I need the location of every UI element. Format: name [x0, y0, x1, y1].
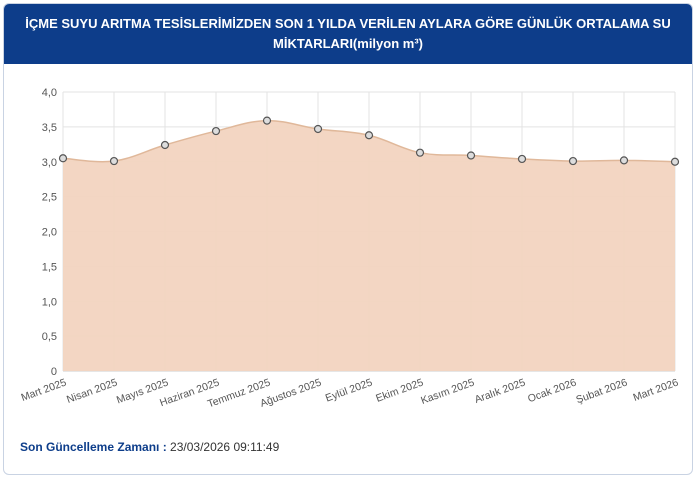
data-point[interactable]	[109, 156, 119, 166]
chart-header: İÇME SUYU ARITMA TESİSLERİMİZDEN SON 1 Y…	[4, 4, 692, 64]
x-tick-label: Eylül 2025	[324, 376, 374, 404]
data-point[interactable]	[517, 154, 527, 164]
data-point[interactable]	[313, 124, 323, 134]
data-point[interactable]	[262, 116, 272, 125]
last-update-value: 23/03/2026 09:11:49	[170, 440, 280, 454]
x-tick-label: Şubat 2026	[574, 376, 629, 406]
series-area	[63, 120, 675, 371]
data-point[interactable]	[160, 140, 170, 150]
y-tick-label: 0,5	[42, 331, 57, 343]
data-point[interactable]	[466, 151, 476, 160]
area-chart: 0 0,5 1,0 1,5 2,0 2,5 3,0 3,5 4,0 Mart 2025Nisan…	[19, 87, 680, 410]
data-point[interactable]	[211, 126, 221, 136]
data-point[interactable]	[58, 154, 68, 163]
chart-card: İÇME SUYU ARITMA TESİSLERİMİZDEN SON 1 Y…	[3, 3, 693, 475]
area-layer	[62, 119, 676, 371]
y-tick-labels: 0 0,5 1,0 1,5 2,0 2,5 3,0 3,5 4,0	[42, 87, 57, 378]
last-update-label: Son Güncelleme Zamanı :	[20, 440, 167, 454]
data-point[interactable]	[415, 148, 425, 157]
y-tick-label: 1,5	[42, 261, 57, 273]
chart-title-line2: MİKTARLARI(milyon m³)	[273, 36, 423, 51]
x-tick-label: Kasım 2025	[419, 376, 476, 406]
x-tick-label: Aralık 2025	[473, 376, 527, 405]
x-tick-label: Ekim 2025	[374, 376, 425, 404]
y-tick-label: 3,0	[42, 157, 57, 169]
x-tick-label: Nisan 2025	[65, 376, 119, 405]
x-tick-label: Mart 2026	[631, 376, 680, 404]
data-point[interactable]	[670, 157, 680, 166]
data-point[interactable]	[568, 156, 578, 166]
y-tick-label: 0	[51, 366, 57, 378]
y-tick-label: 2,0	[42, 227, 57, 239]
chart-title-line1: İÇME SUYU ARITMA TESİSLERİMİZDEN SON 1 Y…	[25, 16, 671, 31]
y-tick-label: 1,0	[42, 296, 57, 308]
y-tick-label: 2,5	[42, 192, 57, 204]
y-tick-label: 4,0	[42, 87, 57, 99]
chart-area: 0 0,5 1,0 1,5 2,0 2,5 3,0 3,5 4,0 Mart 2025 Nisan…	[4, 64, 692, 424]
point-layer	[58, 116, 680, 166]
data-point[interactable]	[364, 131, 374, 140]
x-tick-label: Mart 2025	[19, 376, 68, 404]
y-tick-label: 3,5	[42, 122, 57, 134]
last-update: Son Güncelleme Zamanı : 23/03/2026 09:11…	[20, 440, 279, 454]
data-point[interactable]	[619, 156, 629, 165]
x-tick-label: Ocak 2026	[526, 376, 578, 405]
